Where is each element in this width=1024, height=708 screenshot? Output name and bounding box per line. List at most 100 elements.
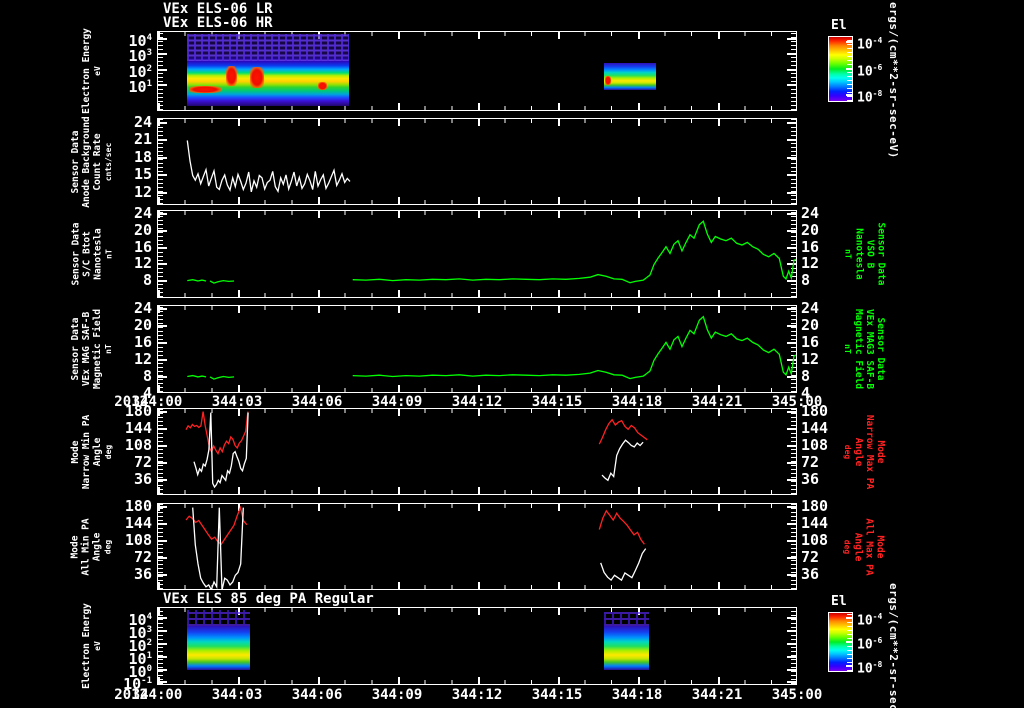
y-tick-mark [158, 263, 167, 266]
y-tick-label: 20 [133, 315, 152, 334]
ylabel-line: Anode Background [81, 115, 93, 208]
panel-all-pa [157, 503, 797, 590]
y-tick-label: 180 [124, 401, 152, 420]
series-mag_saf_b_nT [187, 374, 207, 378]
y-tick-mark [787, 156, 796, 159]
panel-title-els85: VEx ELS 85 deg PA Regular [163, 591, 374, 607]
y-tick-mark [787, 307, 796, 310]
y-tick-label: 12 [133, 254, 152, 273]
y-tick-label-right: 24 [801, 203, 820, 222]
y-tick-label-right: 12 [801, 254, 820, 273]
y-tick-label-right: 72 [801, 548, 820, 567]
y-tick-mark [787, 192, 796, 195]
panel-title-els06-hr: VEx ELS-06 HR [163, 15, 273, 31]
colorbar-tick-label: 10-8 [857, 659, 883, 677]
y-tick-mark [158, 192, 167, 195]
series-all_min_pa_burst2 [600, 548, 647, 582]
x-tick-label: 344:21 [691, 394, 743, 410]
y-tick-mark [158, 53, 167, 56]
y-tick-label: 20 [133, 220, 152, 239]
series-narrow_min_pa_burst2 [601, 439, 644, 482]
colorbar-label-top: El [831, 18, 847, 33]
x-tick-label: 344:06 [291, 687, 343, 703]
y-tick-label: 4 [142, 384, 152, 402]
y-tick-mark [158, 462, 167, 465]
x-tick-label: 344:12 [451, 394, 503, 410]
spectrogram-hotspot [188, 85, 221, 93]
spectrogram-hotspot [226, 66, 237, 87]
y-tick-mark [787, 375, 796, 378]
y-tick-label-right: 180 [801, 401, 829, 420]
colorbar-label-bottom: El [831, 594, 847, 609]
series-all_max_pa_burst1 [185, 505, 248, 546]
x-tick-label: 344:15 [531, 394, 583, 410]
y-tick-mark [158, 122, 167, 124]
y-tick-label-right: 108 [801, 435, 829, 454]
y-tick-label-right: 16 [801, 332, 820, 351]
y-tick-mark [787, 505, 796, 508]
y-tick-label: 102 [128, 636, 152, 655]
y-tick-mark [787, 263, 796, 266]
panel-els06-spectrogram [157, 31, 797, 111]
y-tick-label: 104 [128, 32, 152, 51]
x-tick-label: 344:03 [211, 687, 263, 703]
y-tick-mark [787, 229, 796, 232]
series-mag_saf_b_nT [352, 315, 796, 380]
spectrogram-blob [603, 611, 649, 626]
y-tick-mark [787, 53, 796, 56]
panel-title-els06-lr: VEx ELS-06 LR [163, 1, 273, 17]
y-tick-mark [787, 427, 796, 430]
y-tick-mark [787, 668, 796, 671]
x-tick-label: 344:18 [611, 687, 663, 703]
colorbar-tick-label: 10-6 [857, 62, 883, 79]
y-tick-mark [787, 642, 796, 645]
spectrogram-blob [187, 34, 349, 106]
y-tick-label: 24 [133, 203, 152, 222]
y-tick-label: 144 [124, 513, 152, 532]
y-tick-label: 16 [133, 332, 152, 351]
ylabel-line: VSO B [864, 239, 876, 269]
colorbar-tick-label: 10-6 [857, 635, 883, 653]
y-tick-label-right: 4 [801, 384, 811, 402]
line-series-layer [187, 315, 796, 380]
ylabel-line: Sensor Data [70, 222, 82, 286]
y-tick-mark [158, 668, 167, 671]
line-series-layer [186, 140, 351, 194]
x-tick-label: 344:21 [691, 687, 743, 703]
y-tick-mark [787, 280, 796, 283]
series-all_max_pa_burst2 [598, 509, 645, 545]
y-tick-mark [158, 307, 167, 310]
y-tick-mark [158, 358, 167, 361]
y-tick-label: 15 [133, 165, 152, 184]
y-tick-mark [158, 280, 167, 283]
ylabel-line: Sensor Data [70, 130, 82, 193]
y-tick-mark [158, 341, 167, 344]
y-tick-label: 103 [128, 47, 152, 66]
colorbar-tick-mark [846, 664, 853, 667]
y-tick-mark [158, 38, 167, 41]
y-tick-mark [787, 681, 796, 684]
y-tick-label: 18 [133, 147, 152, 166]
x-tick-label: 345:00 [771, 394, 823, 410]
series-narrow_min_pa_burst1 [193, 412, 249, 489]
colorbar-tick-mark [846, 41, 853, 44]
y-tick-mark [787, 444, 796, 447]
x-tick-label: 344:09 [371, 394, 423, 410]
y-tick-mark [158, 83, 167, 86]
y-tick-label: 108 [124, 530, 152, 549]
y-tick-mark [787, 246, 796, 249]
line-series-layer [185, 411, 648, 489]
y-tick-label: 10-1 [123, 675, 152, 694]
y-tick-mark [158, 410, 167, 413]
y-tick-label-right: 144 [801, 513, 829, 532]
x-tick-label: 344:06 [291, 394, 343, 410]
spectrogram-hotspot [250, 67, 264, 88]
y-tick-mark [158, 505, 167, 508]
y-tick-label: 101 [128, 77, 152, 96]
y-tick-mark [158, 229, 167, 232]
y-tick-mark [787, 655, 796, 658]
spectrogram-blob [187, 609, 250, 626]
y-tick-label: 8 [142, 271, 152, 290]
ylabel-line: Mode [875, 535, 887, 558]
y-tick-label: 8 [142, 366, 152, 385]
